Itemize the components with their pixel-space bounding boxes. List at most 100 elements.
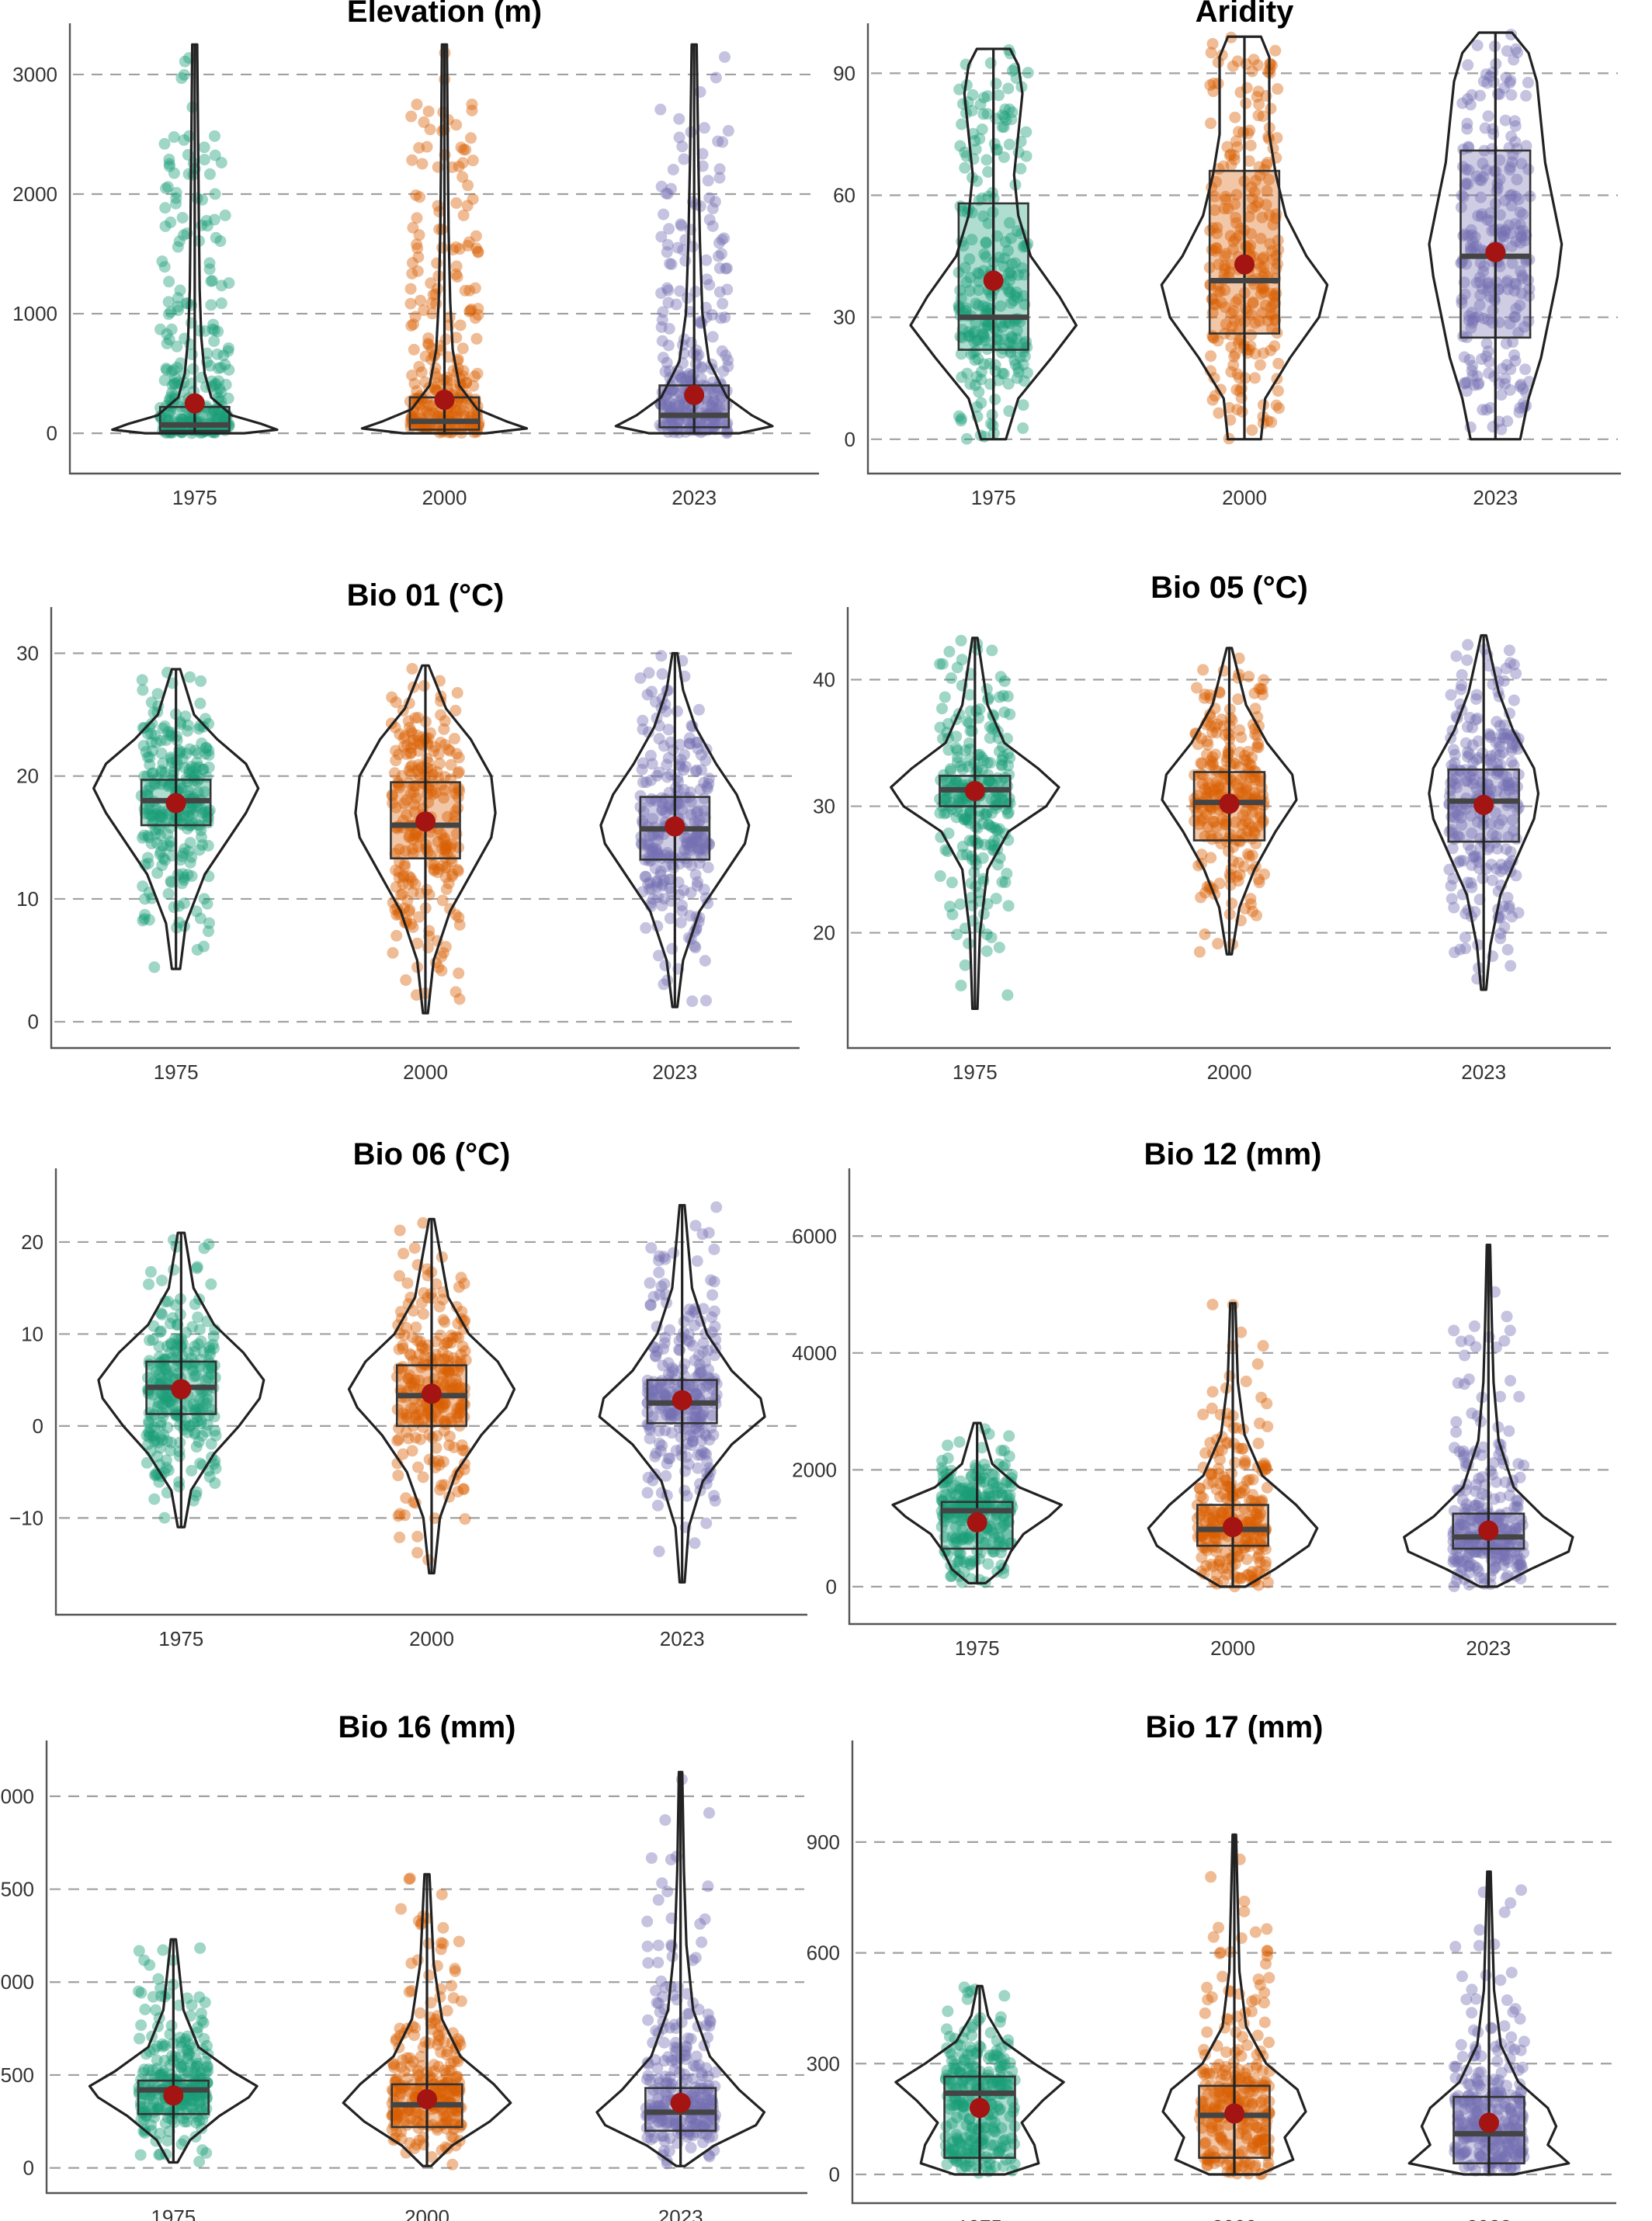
- jitter-point: [217, 411, 229, 423]
- jitter-point: [1252, 1437, 1265, 1449]
- jitter-point: [208, 213, 220, 226]
- jitter-point: [641, 1487, 654, 1499]
- jitter-point: [700, 1517, 713, 1529]
- jitter-point: [713, 401, 726, 414]
- x-tick-label: 1975: [971, 486, 1016, 509]
- jitter-point: [409, 311, 422, 323]
- jitter-point: [959, 959, 971, 971]
- jitter-point: [1463, 748, 1476, 761]
- jitter-point: [449, 383, 462, 396]
- jitter-point: [720, 349, 732, 362]
- jitter-point: [431, 257, 443, 269]
- jitter-point: [640, 870, 652, 883]
- jitter-point: [461, 200, 474, 212]
- jitter-point: [1213, 877, 1226, 890]
- jitter-point: [1448, 1580, 1460, 1592]
- jitter-point: [168, 167, 180, 179]
- jitter-point: [997, 751, 1009, 763]
- jitter-point: [691, 1255, 703, 1267]
- jitter-point: [998, 675, 1011, 687]
- jitter-point: [183, 130, 196, 142]
- jitter-point: [223, 364, 235, 377]
- jitter-point: [171, 361, 183, 373]
- jitter-point: [154, 323, 167, 335]
- jitter-point: [939, 691, 951, 703]
- jitter-point: [1498, 675, 1510, 687]
- series-2023: [599, 650, 751, 1008]
- jitter-point: [431, 371, 443, 383]
- y-tick-label: 90: [833, 61, 856, 85]
- x-tick-label: 2000: [422, 486, 467, 509]
- jitter-point: [408, 377, 421, 390]
- jitter-point: [1504, 1375, 1517, 1387]
- jitter-point: [168, 372, 181, 384]
- jitter-point: [400, 974, 412, 987]
- jitter-point: [436, 241, 449, 254]
- jitter-point: [411, 1334, 424, 1347]
- jitter-point: [1448, 1553, 1460, 1565]
- jitter-point: [394, 1531, 406, 1543]
- jitter-point: [411, 99, 423, 111]
- jitter-point: [1463, 1567, 1476, 1579]
- jitter-point: [437, 1456, 449, 1468]
- jitter-point: [462, 179, 474, 192]
- jitter-point: [208, 130, 220, 142]
- jitter-point: [701, 781, 713, 793]
- jitter-point: [720, 262, 733, 275]
- jitter-point: [980, 945, 993, 957]
- jitter-point: [1232, 875, 1244, 887]
- jitter-point: [1008, 290, 1021, 302]
- jitter-point: [716, 345, 728, 357]
- jitter-point: [201, 220, 213, 232]
- jitter-point: [964, 378, 977, 390]
- jitter-point: [214, 362, 227, 374]
- jitter-point: [160, 363, 172, 375]
- jitter-point: [415, 294, 427, 307]
- x-tick-label: 1975: [955, 1636, 1000, 1660]
- jitter-point: [974, 133, 986, 145]
- jitter-point: [158, 1511, 171, 1524]
- jitter-point: [215, 297, 227, 310]
- jitter-point: [457, 144, 470, 156]
- jitter-point: [1508, 54, 1520, 66]
- jitter-point: [717, 297, 729, 310]
- jitter-point: [1500, 71, 1512, 84]
- jitter-point: [163, 153, 175, 165]
- jitter-point: [939, 807, 951, 820]
- jitter-point: [411, 238, 423, 251]
- jitter-point: [203, 263, 216, 276]
- jitter-point: [439, 1479, 451, 1491]
- jitter-point: [661, 771, 674, 783]
- jitter-point: [421, 422, 433, 435]
- jitter-point: [715, 248, 727, 260]
- jitter-point: [1196, 1551, 1208, 1563]
- jitter-point: [453, 993, 466, 1005]
- jitter-point: [1241, 848, 1254, 860]
- jitter-point: [455, 1272, 467, 1284]
- jitter-point: [981, 90, 994, 102]
- jitter-point: [977, 328, 989, 340]
- jitter-point: [1241, 82, 1253, 94]
- jitter-point: [472, 309, 484, 321]
- jitter-point: [175, 72, 188, 85]
- jitter-point: [661, 238, 674, 251]
- jitter-point: [685, 1439, 698, 1452]
- jitter-point: [170, 197, 182, 210]
- jitter-point: [970, 401, 983, 413]
- jitter-point: [1227, 60, 1239, 72]
- y-tick-label: 1500: [0, 1878, 34, 1901]
- jitter-point: [450, 197, 463, 210]
- x-tick-label: 2000: [1210, 1636, 1255, 1660]
- panel-title: Bio 01 (°C): [347, 578, 505, 613]
- jitter-point: [689, 286, 702, 298]
- jitter-point: [406, 662, 418, 675]
- jitter-point: [1003, 286, 1015, 298]
- jitter-point: [935, 1490, 948, 1503]
- jitter-point: [165, 323, 178, 335]
- jitter-point: [653, 1545, 665, 1557]
- jitter-point: [1003, 267, 1015, 279]
- jitter-point: [657, 352, 669, 364]
- jitter-point: [665, 401, 678, 414]
- jitter-point: [1480, 68, 1492, 81]
- jitter-point: [417, 1471, 429, 1484]
